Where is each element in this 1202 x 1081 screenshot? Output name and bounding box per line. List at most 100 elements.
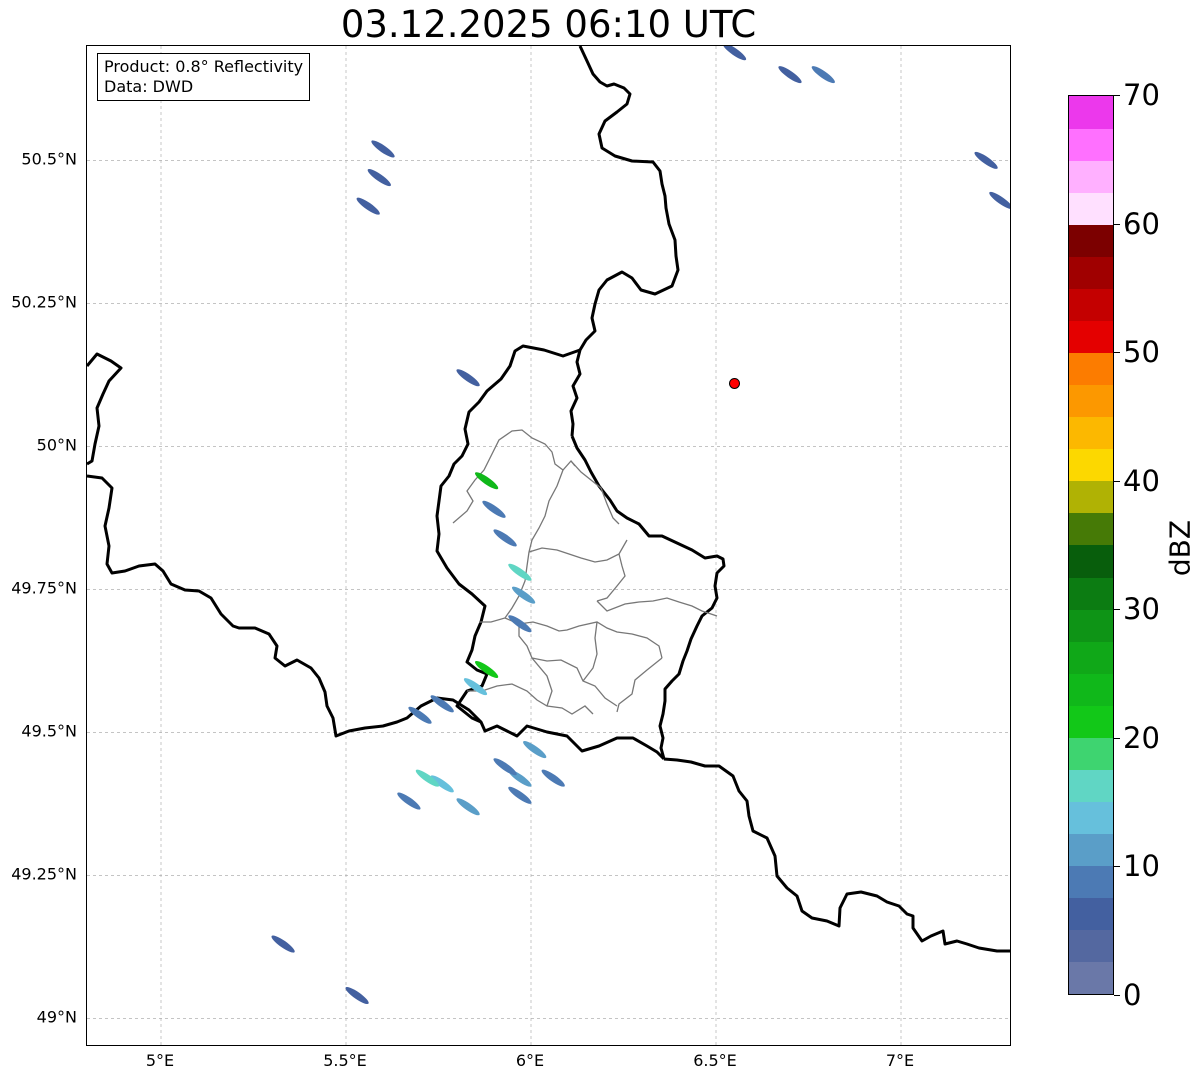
colorbar-tick-label: 60	[1123, 206, 1160, 241]
reflectivity-echo	[493, 758, 517, 776]
colorbar-segment	[1069, 833, 1113, 867]
reflectivity-echo	[408, 706, 432, 724]
reflectivity-echo	[456, 369, 480, 387]
colorbar-tick	[1114, 223, 1120, 225]
reflectivity-echo	[474, 472, 499, 490]
border-belgium-france-nw	[87, 352, 123, 466]
colorbar-segment	[1069, 448, 1113, 482]
reflectivity-echoes	[271, 46, 1010, 1005]
colorbar-segment	[1069, 320, 1113, 354]
colorbar-segment	[1069, 160, 1113, 193]
lat-tick-label: 49.25°N	[11, 864, 77, 884]
reflectivity-echo	[508, 615, 532, 633]
reflectivity-echo	[508, 786, 532, 804]
colorbar-tick-label: 20	[1123, 720, 1160, 755]
reflectivity-echo	[430, 775, 454, 793]
lon-tick-label: 6°E	[515, 1051, 545, 1070]
colorbar-segment	[1069, 737, 1113, 770]
colorbar-segment	[1069, 673, 1113, 706]
lat-tick-label: 50.25°N	[11, 292, 77, 312]
colorbar-segment	[1069, 929, 1113, 963]
reflectivity-echo	[474, 660, 499, 679]
colorbar-segment	[1069, 641, 1113, 674]
colorbar-label: dBZ	[1163, 519, 1197, 577]
lat-tick-label: 49°N	[36, 1007, 77, 1027]
product-info-box: Product: 0.8° Reflectivity Data: DWD	[97, 53, 311, 101]
data-source-label: Data: DWD	[104, 77, 194, 96]
border-luxembourg-germany	[570, 435, 726, 760]
colorbar-segment	[1069, 705, 1113, 738]
lat-tick-label: 50°N	[36, 435, 77, 455]
reflectivity-echo	[989, 191, 1010, 209]
colorbar-tick-label: 30	[1123, 592, 1160, 627]
reflectivity-echo	[463, 678, 488, 696]
colorbar-segment	[1069, 224, 1113, 257]
product-label: Product: 0.8° Reflectivity	[104, 57, 304, 76]
lon-tick-label: 5.5°E	[323, 1051, 367, 1070]
colorbar-segment	[1069, 256, 1113, 289]
lon-tick-label: 6.5°E	[693, 1051, 737, 1070]
border-belgium-germany	[569, 46, 680, 437]
reflectivity-echo	[493, 529, 517, 547]
colorbar-segment	[1069, 897, 1113, 931]
reflectivity-echo	[415, 769, 440, 787]
chart-title: 03.12.2025 06:10 UTC	[340, 3, 757, 46]
colorbar-tick-label: 10	[1123, 849, 1160, 884]
border-luxembourg-france	[455, 673, 489, 724]
colorbar-segment	[1069, 480, 1113, 514]
colorbar	[1068, 95, 1114, 995]
colorbar-segment	[1069, 961, 1113, 995]
reflectivity-echo	[456, 798, 480, 816]
colorbar-tick-label: 40	[1123, 463, 1160, 498]
reflectivity-echo	[778, 66, 802, 84]
reflectivity-echo	[367, 169, 391, 187]
colorbar-segment	[1069, 192, 1113, 225]
colorbar-segment	[1069, 577, 1113, 610]
reflectivity-echo	[508, 563, 532, 581]
colorbar-segment	[1069, 609, 1113, 642]
border-belgium-france	[87, 474, 666, 761]
reflectivity-echo	[541, 769, 565, 787]
colorbar-segment	[1069, 865, 1113, 899]
reflectivity-echo	[974, 151, 998, 169]
colorbar-segment	[1069, 545, 1113, 578]
reflectivity-echo	[271, 935, 295, 953]
colorbar-segment	[1069, 128, 1113, 161]
border-belgium-luxembourg	[435, 344, 581, 676]
colorbar-segment	[1069, 416, 1113, 450]
reflectivity-echo	[511, 586, 536, 604]
reflectivity-echo	[482, 500, 506, 518]
colorbar-tick	[1114, 866, 1120, 868]
border-france-germany	[663, 757, 1010, 953]
reflectivity-echo	[811, 66, 835, 84]
colorbar-tick-label: 70	[1123, 78, 1160, 112]
reflectivity-echo	[345, 986, 369, 1005]
lon-tick-label: 5°E	[145, 1051, 175, 1070]
colorbar-segment	[1069, 512, 1113, 546]
colorbar-tick	[1114, 609, 1120, 611]
reflectivity-echo	[371, 140, 395, 158]
colorbar-tick	[1114, 480, 1120, 482]
colorbar-segment	[1069, 769, 1113, 803]
luxembourg-canton-borders	[452, 429, 718, 715]
radar-site-marker	[729, 377, 740, 389]
reflectivity-echo	[722, 46, 747, 61]
colorbar-segment	[1069, 96, 1113, 129]
colorbar-segment	[1069, 288, 1113, 321]
reflectivity-echo	[397, 792, 421, 810]
reflectivity-echo	[523, 741, 547, 759]
reflectivity-echo	[430, 695, 454, 713]
colorbar-tick	[1114, 95, 1120, 96]
colorbar-segment	[1069, 384, 1113, 418]
colorbar-tick	[1114, 352, 1120, 354]
colorbar-tick-label: 0	[1123, 978, 1142, 1012]
lat-tick-label: 49.5°N	[21, 721, 77, 741]
map-canvas	[87, 46, 1010, 1045]
radar-map[interactable]	[86, 45, 1011, 1046]
country-borders	[87, 46, 1010, 953]
colorbar-tick	[1114, 737, 1120, 739]
lat-tick-label: 49.75°N	[11, 578, 77, 598]
colorbar-segment	[1069, 801, 1113, 835]
colorbar-tick-label: 50	[1123, 335, 1160, 370]
colorbar-tick	[1114, 995, 1120, 996]
